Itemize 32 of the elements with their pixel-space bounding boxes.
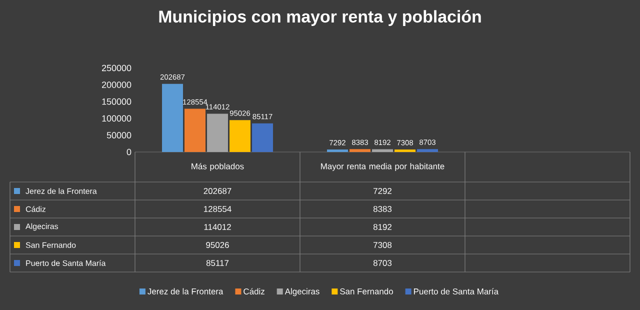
bar	[350, 149, 371, 152]
data-label: 202687	[204, 188, 232, 194]
bar	[207, 114, 228, 152]
legend-label: Algeciras	[284, 288, 320, 296]
data-label: 85117	[206, 260, 229, 266]
y-tick-label: 200000	[102, 82, 132, 88]
data-label: 7308	[374, 242, 392, 248]
bar	[372, 149, 394, 152]
data-label: 7292	[374, 188, 392, 194]
data-label: 128554	[204, 206, 232, 212]
y-tick-label: 50000	[106, 132, 132, 138]
data-label: 8192	[373, 224, 392, 230]
legend-label: Puerto de Santa María	[414, 288, 499, 294]
y-tick-label: 100000	[102, 115, 132, 122]
data-label: 8383	[373, 206, 392, 212]
text: Jerez de la Frontera	[148, 288, 224, 294]
y-tick-label: 0	[126, 148, 132, 156]
bar	[230, 120, 251, 152]
data-label: 114012	[204, 224, 231, 230]
bar	[252, 123, 274, 152]
bar	[417, 149, 438, 152]
legend-label: San Fernando	[340, 288, 393, 294]
data-label: 95026	[206, 242, 229, 248]
data-label: 8703	[373, 260, 392, 266]
bar	[162, 84, 184, 152]
y-tick-label: 250000	[102, 64, 132, 72]
x-tick-label: Mayor renta media por habitante	[321, 163, 444, 171]
y-tick-label: 150000	[102, 98, 132, 105]
x-tick-label: Más poblados	[192, 163, 244, 171]
legend-label: Cádiz	[244, 288, 264, 294]
chart-title: Municipios con mayor renta y población	[159, 10, 481, 26]
bar	[184, 108, 206, 152]
